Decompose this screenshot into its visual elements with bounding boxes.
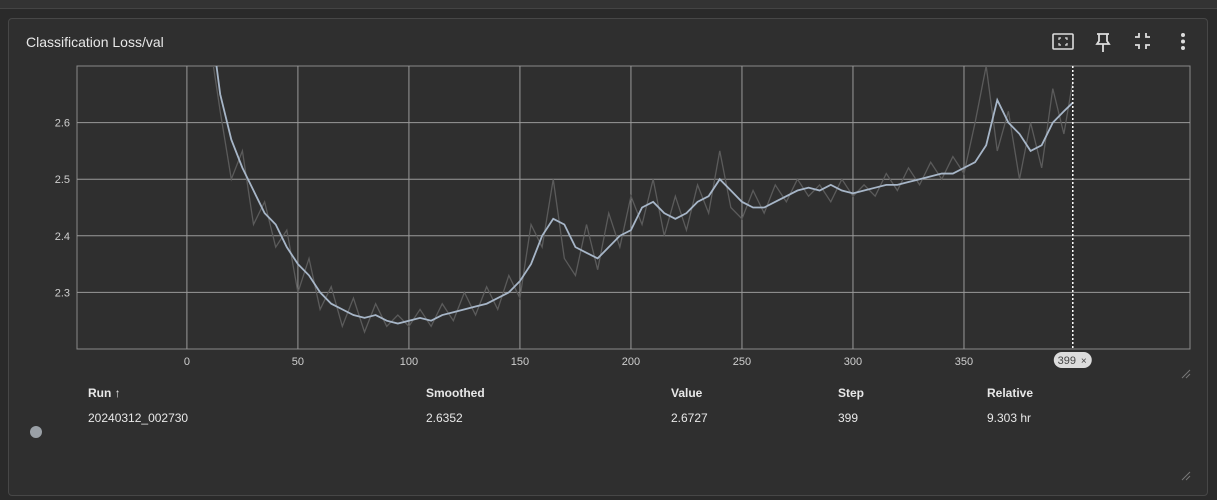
menu-button[interactable] [1181,33,1185,50]
table-header: Relative [987,386,1033,400]
table-cell: 9.303 hr [987,411,1031,425]
pin-button[interactable] [1095,33,1111,52]
line-series [215,66,1074,325]
y-tick-label: 2.6 [55,118,70,130]
cursor-close: × [1081,356,1087,367]
table-cell: 399 [838,411,858,425]
table-header: Smoothed [426,386,485,400]
fit-domain-button[interactable] [1052,33,1074,50]
resize-handle[interactable] [1181,471,1191,481]
x-tick-label: 300 [844,356,862,368]
y-tick-label: 2.3 [55,287,70,299]
x-tick-label: 150 [511,356,529,368]
y-tick-label: 2.5 [55,174,70,186]
collapse-button[interactable] [1135,33,1150,49]
series-group [212,66,1074,334]
cursor-badge [1053,352,1092,368]
table-cell: 2.6727 [671,411,708,425]
x-tick-label: 100 [400,356,418,368]
chart-title: Classification Loss/val [26,34,164,50]
run-color-dot [30,426,42,438]
table-header: Value [671,386,703,400]
resize-handle[interactable] [1181,369,1191,379]
table-header: Run ↑ [88,386,121,400]
table-cell: 20240312_002730 [88,411,188,425]
chart-card [8,18,1208,496]
x-tick-label: 0 [184,356,190,368]
x-tick-label: 50 [292,356,304,368]
x-tick-label: 250 [733,356,751,368]
table-cell: 2.6352 [426,411,463,425]
plot-frame [76,65,1191,350]
cursor-step-label: 399 [1058,355,1076,367]
x-tick-label: 200 [622,356,640,368]
y-tick-label: 2.4 [55,231,70,243]
table-header: Step [838,386,864,400]
line-series [212,66,1074,334]
x-tick-label: 350 [955,356,973,368]
top-bar [0,0,1217,9]
